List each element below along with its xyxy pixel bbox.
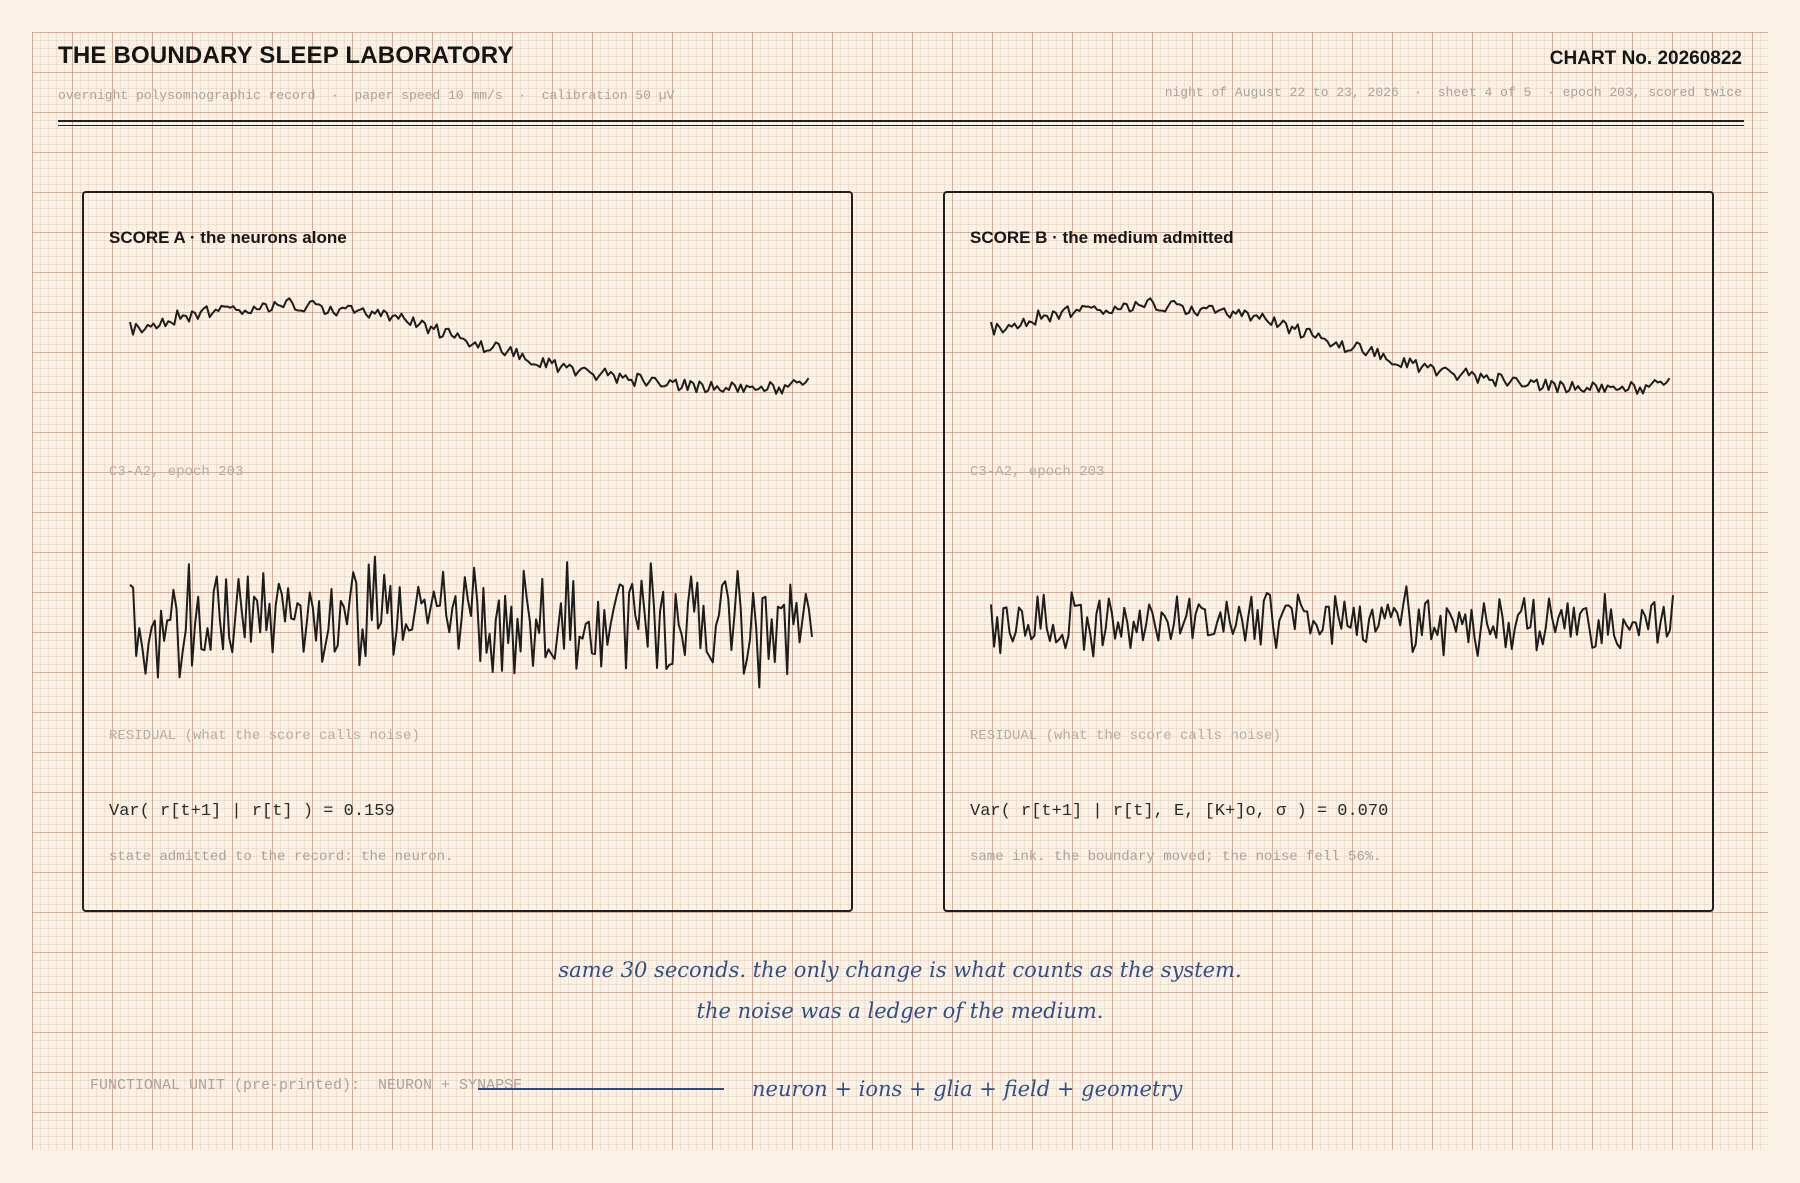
score-b-panel: SCORE B · the medium admitted C3-A2, epo… — [943, 191, 1714, 912]
score-a-residual-trace — [129, 555, 813, 689]
score-b-title: SCORE B · the medium admitted — [970, 228, 1234, 247]
score-a-panel: SCORE A · the neurons alone C3-A2, epoch… — [82, 191, 853, 912]
score-b-eeg-trace — [990, 297, 1671, 395]
score-b-variance: Var( r[t+1] | r[t], E, [K+]o, σ ) = 0.07… — [970, 802, 1389, 821]
score-a-eeg-trace — [129, 297, 810, 395]
score-a-title: SCORE A · the neurons alone — [109, 228, 347, 247]
score-a-eeg-label: C3-A2, epoch 203 — [109, 464, 244, 480]
page-title: THE BOUNDARY SLEEP LABORATORY — [58, 42, 514, 69]
header-rule — [58, 120, 1744, 122]
handwritten-annotation-line-1: same 30 seconds. the only change is what… — [558, 958, 1242, 982]
chart-paper-grid — [32, 32, 1768, 1150]
score-a-note: state admitted to the record: the neuron… — [109, 849, 454, 865]
score-a-residual-label: RESIDUAL (what the score calls noise) — [109, 728, 420, 744]
chart-number: CHART No. 20260822 — [1549, 48, 1742, 69]
header-rule-thin — [58, 125, 1744, 126]
night-details: night of August 22 to 23, 2026 · sheet 4… — [1164, 85, 1742, 100]
score-b-residual-label: RESIDUAL (what the score calls noise) — [970, 728, 1281, 744]
record-details: overnight polysomnographic record · pape… — [58, 88, 675, 103]
score-a-variance: Var( r[t+1] | r[t] ) = 0.159 — [109, 802, 395, 821]
score-b-note: same ink. the boundary moved; the noise … — [970, 849, 1382, 865]
functional-unit-strikethrough — [478, 1088, 724, 1090]
score-b-residual-trace — [990, 585, 1674, 658]
score-b-eeg-label: C3-A2, epoch 203 — [970, 464, 1105, 480]
functional-unit-handwritten: neuron + ions + glia + field + geometry — [752, 1077, 1183, 1101]
handwritten-annotation-line-2: the noise was a ledger of the medium. — [696, 999, 1104, 1023]
functional-unit-preprinted: FUNCTIONAL UNIT (pre-printed): NEURON + … — [90, 1077, 523, 1094]
